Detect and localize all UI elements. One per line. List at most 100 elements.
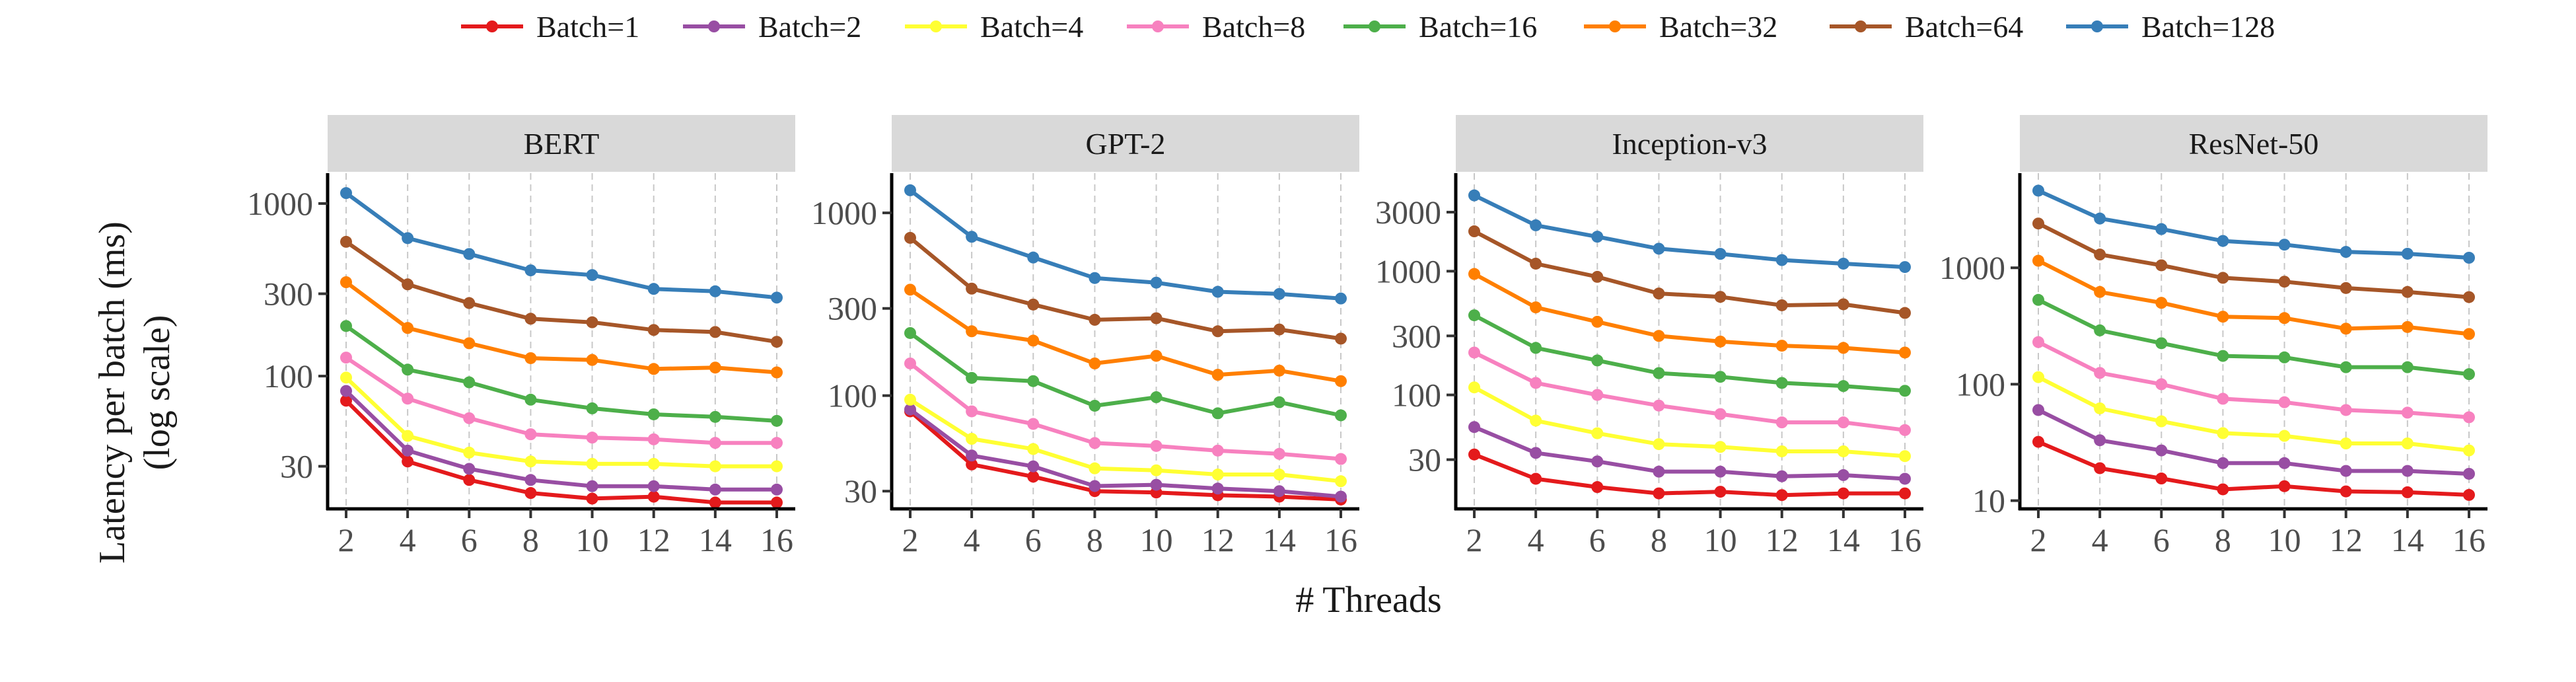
data-point [647,283,660,295]
series-line-batch-128 [345,191,777,300]
data-point [2094,462,2106,474]
data-point [966,449,978,462]
series-line-batch-2 [2037,408,2470,476]
data-point [2401,486,2414,498]
x-tick-label: 6 [1589,521,1606,558]
data-point [2463,444,2475,457]
series-line-batch-1 [1473,452,1905,498]
data-point [2217,235,2229,247]
data-point [1089,272,1101,284]
facet-title: BERT [524,127,600,161]
x-tick-label: 16 [1888,521,1921,558]
data-point [904,403,916,416]
data-point [1335,409,1347,422]
data-point [2032,371,2044,383]
data-point [771,437,783,449]
series-line-batch-1 [909,410,1342,502]
x-tick-label: 14 [2391,521,2424,558]
data-point [1150,312,1163,324]
panel-gpt-2: GPT-2 30 100 300 1000 2 4 6 8 10 12 14 16 [811,115,1359,558]
data-point [1837,416,1849,429]
data-point [2278,396,2291,408]
legend-item-batch-32: Batch=32 [1584,10,1777,44]
data-point [1530,447,1542,459]
series-line-batch-1 [344,399,777,505]
data-point [966,325,978,338]
data-point [1530,219,1542,231]
data-point [1089,480,1101,492]
x-tick-label: 14 [1827,521,1860,558]
data-point [1899,346,1911,359]
data-point [1468,381,1480,394]
data-point [2463,368,2475,381]
series-line-batch-16 [909,331,1342,418]
data-point [1273,485,1285,498]
data-point [2094,248,2106,261]
series-line-batch-128 [2037,188,2470,260]
data-point [586,492,598,505]
data-point [2463,411,2475,424]
legend-marker [2091,20,2103,32]
data-point [1273,396,1285,408]
data-point [402,278,414,291]
data-point [524,313,537,325]
data-point [2278,312,2291,324]
facet-strip [892,115,1359,172]
data-point [1089,462,1101,474]
data-point [2155,473,2168,485]
data-point [1468,268,1480,280]
data-point [2401,247,2414,260]
legend-label: Batch=64 [1905,10,2023,44]
data-point [771,483,783,496]
data-point [402,455,414,468]
legend-label: Batch=1 [536,10,639,44]
legend-label: Batch=32 [1659,10,1777,44]
data-point [647,408,660,420]
data-point [2155,223,2168,235]
data-point [524,428,537,441]
data-point [402,322,414,334]
legend-marker [708,20,720,32]
data-point [1468,189,1480,202]
data-point [647,433,660,445]
data-point [1714,335,1727,348]
data-point [904,357,916,369]
data-point [904,284,916,296]
data-point [2217,393,2229,405]
data-point [904,231,916,244]
series-line-batch-1 [2037,439,2470,497]
data-point [966,458,978,471]
data-point [1653,465,1665,478]
data-point [2094,367,2106,379]
data-point [1089,313,1101,326]
x-axis-title: # Threads [1295,580,1441,621]
data-point [1837,469,1849,481]
x-tick-label: 10 [1704,521,1737,558]
x-tick-label: 8 [1087,521,1103,558]
data-point [1899,424,1911,436]
data-point [340,371,352,384]
data-point [1027,418,1040,430]
data-point [1027,251,1040,264]
data-point [2401,361,2414,373]
data-point [2278,480,2291,492]
legend-item-batch-4: Batch=4 [905,10,1083,44]
x-tick-label: 16 [1324,521,1357,558]
data-point [1899,450,1911,463]
data-point [647,490,660,503]
data-point [2340,361,2352,373]
legend-marker [1855,20,1867,32]
data-point [1027,375,1040,387]
data-point [2094,434,2106,447]
x-tick-label: 12 [1201,521,1234,558]
data-point [402,430,414,442]
x-tick-label: 2 [2030,521,2047,558]
data-point [340,352,352,364]
data-point [771,336,783,348]
data-point [1273,323,1285,336]
data-point [524,264,537,277]
data-point [340,395,352,407]
legend-marker [930,20,942,32]
x-tick-label: 2 [902,521,919,558]
series-line-batch-2 [909,408,1342,499]
